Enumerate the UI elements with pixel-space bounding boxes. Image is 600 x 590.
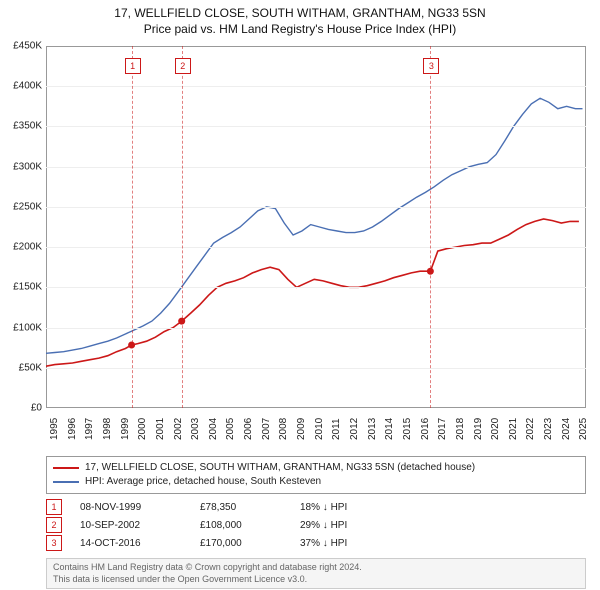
x-tick-label: 2015 [402,418,413,440]
event-badge: 2 [46,517,62,533]
y-tick-label: £250K [13,201,42,212]
event-vline [132,46,133,408]
legend-label-hpi: HPI: Average price, detached house, Sout… [85,475,321,489]
event-date: 08-NOV-1999 [80,502,200,513]
x-tick-label: 1998 [102,418,113,440]
x-tick-label: 2005 [225,418,236,440]
y-tick-label: £200K [13,242,42,253]
series-property [46,219,579,366]
x-tick-label: 2022 [525,418,536,440]
footer: Contains HM Land Registry data © Crown c… [46,558,586,589]
event-pct: 37% ↓ HPI [300,538,410,549]
x-tick-label: 2002 [173,418,184,440]
y-tick-label: £450K [13,41,42,52]
event-pct: 18% ↓ HPI [300,502,410,513]
event-date: 14-OCT-2016 [80,538,200,549]
y-tick-label: £350K [13,121,42,132]
gridline [46,328,586,329]
event-date: 10-SEP-2002 [80,520,200,531]
chart-title: 17, WELLFIELD CLOSE, SOUTH WITHAM, GRANT… [0,6,600,22]
x-tick-label: 2012 [349,418,360,440]
legend-swatch-hpi [53,481,79,483]
y-tick-label: £0 [31,403,42,414]
x-tick-label: 2004 [208,418,219,440]
x-tick-label: 2014 [384,418,395,440]
x-tick-label: 2025 [578,418,589,440]
y-tick-label: £100K [13,322,42,333]
x-tick-label: 2006 [243,418,254,440]
gridline [46,167,586,168]
event-marker-box: 1 [125,58,141,74]
x-tick-label: 2019 [473,418,484,440]
x-tick-label: 2009 [296,418,307,440]
event-vline [182,46,183,408]
y-tick-label: £50K [19,362,42,373]
x-tick-label: 2000 [137,418,148,440]
event-price: £108,000 [200,520,300,531]
event-price: £78,350 [200,502,300,513]
x-tick-label: 2021 [508,418,519,440]
gridline [46,247,586,248]
x-tick-label: 2007 [261,418,272,440]
x-tick-label: 2020 [490,418,501,440]
x-tick-label: 1997 [84,418,95,440]
event-price: £170,000 [200,538,300,549]
x-tick-label: 2018 [455,418,466,440]
x-tick-label: 2010 [314,418,325,440]
titles: 17, WELLFIELD CLOSE, SOUTH WITHAM, GRANT… [0,0,600,37]
chart-plot-area [46,46,586,408]
x-tick-label: 2016 [420,418,431,440]
y-tick-label: £400K [13,81,42,92]
x-tick-label: 2017 [437,418,448,440]
legend-swatch-property [53,467,79,469]
legend: 17, WELLFIELD CLOSE, SOUTH WITHAM, GRANT… [46,456,586,494]
gridline [46,207,586,208]
y-tick-label: £300K [13,161,42,172]
x-tick-label: 2013 [367,418,378,440]
events-table: 1 08-NOV-1999 £78,350 18% ↓ HPI 2 10-SEP… [46,498,586,552]
x-tick-label: 1996 [67,418,78,440]
x-tick-label: 2001 [155,418,166,440]
event-row: 2 10-SEP-2002 £108,000 29% ↓ HPI [46,516,586,534]
x-tick-label: 2008 [278,418,289,440]
legend-label-property: 17, WELLFIELD CLOSE, SOUTH WITHAM, GRANT… [85,461,475,475]
chart-svg [46,46,586,408]
series-hpi [46,98,583,353]
gridline [46,86,586,87]
x-tick-label: 1995 [49,418,60,440]
legend-row-property: 17, WELLFIELD CLOSE, SOUTH WITHAM, GRANT… [53,461,579,475]
gridline [46,368,586,369]
footer-line: This data is licensed under the Open Gov… [53,574,579,586]
event-badge: 3 [46,535,62,551]
x-tick-label: 1999 [120,418,131,440]
event-marker-box: 2 [175,58,191,74]
event-row: 1 08-NOV-1999 £78,350 18% ↓ HPI [46,498,586,516]
x-tick-label: 2003 [190,418,201,440]
x-tick-label: 2023 [543,418,554,440]
x-tick-label: 2011 [331,418,342,440]
event-marker-box: 3 [423,58,439,74]
x-tick-label: 2024 [561,418,572,440]
gridline [46,287,586,288]
event-badge: 1 [46,499,62,515]
event-vline [430,46,431,408]
y-tick-label: £150K [13,282,42,293]
event-row: 3 14-OCT-2016 £170,000 37% ↓ HPI [46,534,586,552]
event-pct: 29% ↓ HPI [300,520,410,531]
chart-subtitle: Price paid vs. HM Land Registry's House … [0,22,600,38]
footer-line: Contains HM Land Registry data © Crown c… [53,562,579,574]
legend-row-hpi: HPI: Average price, detached house, Sout… [53,475,579,489]
gridline [46,126,586,127]
